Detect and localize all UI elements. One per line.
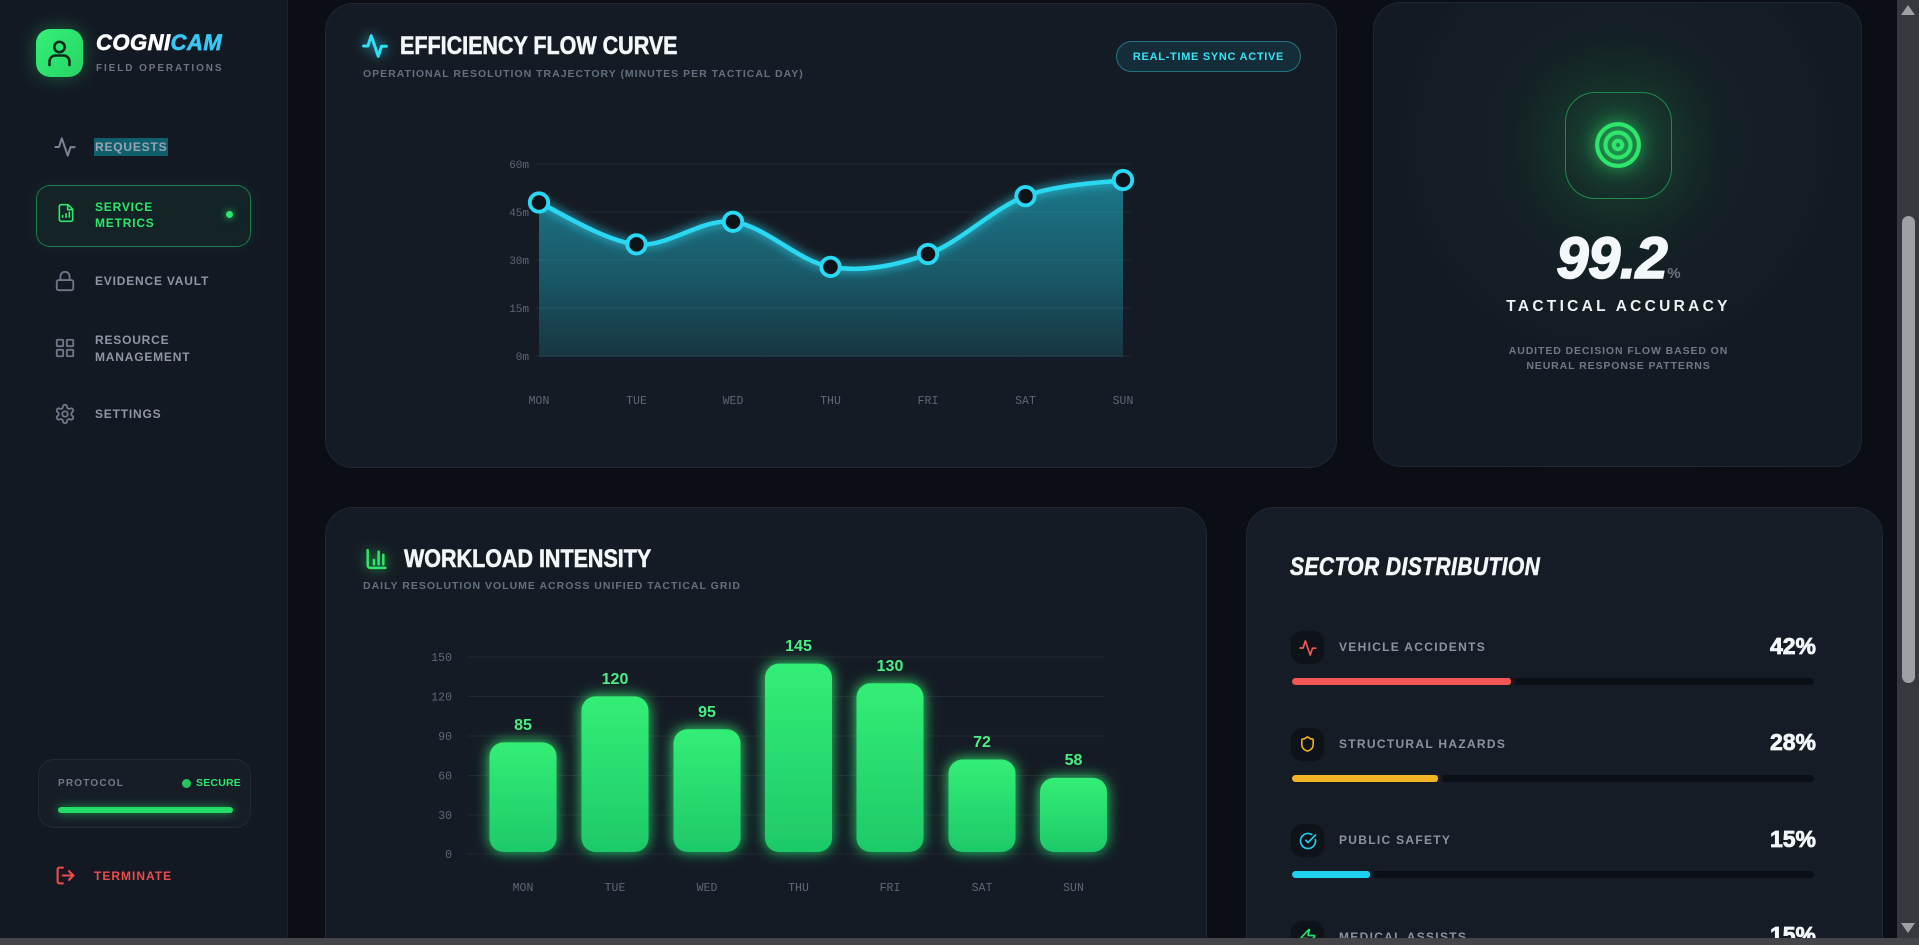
svg-text:SAT: SAT	[1015, 395, 1036, 408]
svg-text:SAT: SAT	[972, 882, 993, 895]
svg-text:15m: 15m	[509, 304, 529, 316]
svg-text:0: 0	[445, 849, 452, 862]
svg-text:0m: 0m	[516, 352, 530, 364]
svg-text:130: 130	[877, 658, 904, 675]
svg-text:58: 58	[1065, 752, 1083, 769]
svg-text:FRI: FRI	[880, 882, 901, 895]
svg-text:72: 72	[973, 734, 991, 751]
svg-text:90: 90	[438, 731, 452, 744]
svg-text:THU: THU	[820, 395, 841, 408]
svg-text:45m: 45m	[509, 208, 529, 220]
svg-text:FRI: FRI	[918, 395, 939, 408]
svg-text:120: 120	[602, 671, 629, 688]
svg-text:TUE: TUE	[626, 395, 647, 408]
svg-text:95: 95	[698, 704, 716, 721]
svg-text:SUN: SUN	[1113, 395, 1134, 408]
svg-text:SUN: SUN	[1063, 882, 1084, 895]
svg-text:MON: MON	[529, 395, 550, 408]
svg-text:150: 150	[431, 652, 452, 665]
svg-text:60: 60	[438, 771, 452, 784]
svg-text:WED: WED	[723, 395, 744, 408]
svg-text:60m: 60m	[509, 160, 529, 172]
svg-text:THU: THU	[788, 882, 809, 895]
svg-text:MON: MON	[513, 882, 534, 895]
svg-text:85: 85	[514, 717, 532, 734]
svg-text:145: 145	[785, 638, 812, 655]
svg-text:WED: WED	[697, 882, 718, 895]
svg-text:30: 30	[438, 810, 452, 823]
svg-text:30m: 30m	[509, 256, 529, 268]
svg-text:TUE: TUE	[605, 882, 626, 895]
svg-text:120: 120	[431, 692, 452, 705]
